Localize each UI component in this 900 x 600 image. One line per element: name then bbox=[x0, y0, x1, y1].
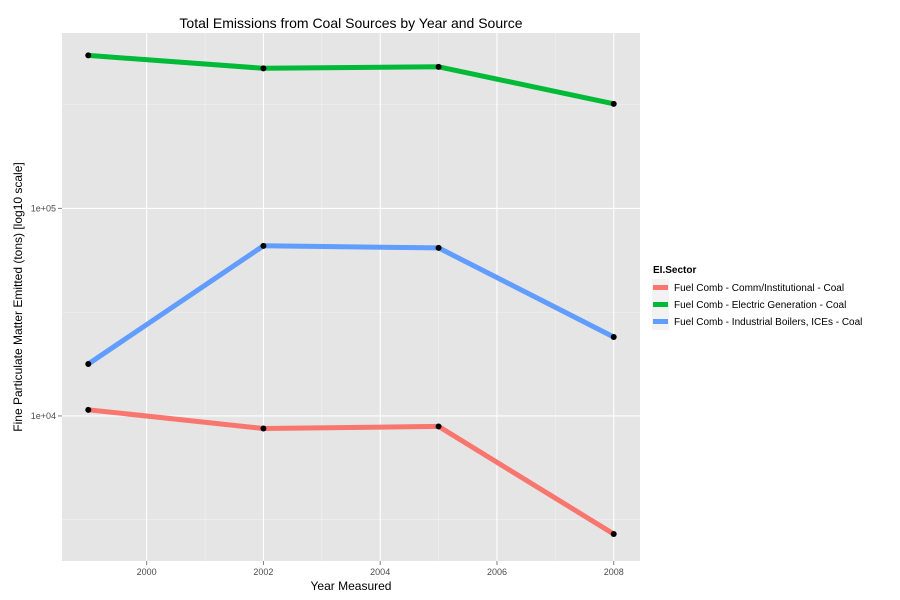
x-tick-label: 2002 bbox=[253, 567, 273, 577]
y-axis-title: Fine Particulate Matter Emitted (tons) [… bbox=[11, 162, 25, 431]
legend: EI.Sector Fuel Comb - Comm/Institutional… bbox=[652, 265, 862, 330]
series-line bbox=[88, 52, 615, 107]
data-point bbox=[435, 63, 442, 70]
data-point bbox=[435, 244, 442, 251]
series-points bbox=[85, 52, 617, 537]
data-point bbox=[610, 530, 617, 537]
chart-title: Total Emissions from Coal Sources by Yea… bbox=[179, 15, 522, 31]
x-tick-label: 2000 bbox=[137, 567, 157, 577]
legend-title: EI.Sector bbox=[653, 265, 696, 276]
x-axis-title: Year Measured bbox=[311, 579, 392, 593]
plot-panel bbox=[62, 33, 640, 561]
data-point bbox=[260, 242, 267, 249]
data-point bbox=[260, 65, 267, 72]
x-tick-label: 2008 bbox=[604, 567, 624, 577]
minor-gridlines bbox=[62, 33, 640, 561]
legend-label: Fuel Comb - Comm/Institutional - Coal bbox=[674, 283, 844, 294]
data-point bbox=[85, 52, 92, 59]
data-point bbox=[435, 423, 442, 430]
x-tick-label: 2006 bbox=[487, 567, 507, 577]
data-point bbox=[610, 334, 617, 341]
legend-label: Fuel Comb - Electric Generation - Coal bbox=[674, 300, 846, 311]
x-axis: 2000 2002 2004 2006 2008 bbox=[137, 561, 624, 577]
series-line bbox=[88, 407, 616, 537]
data-point bbox=[260, 425, 267, 432]
y-tick-label: 1e+05 bbox=[31, 203, 56, 213]
data-point bbox=[85, 406, 92, 413]
y-axis: 1e+04 1e+05 bbox=[31, 203, 62, 421]
y-tick-label: 1e+04 bbox=[31, 411, 56, 421]
series-line bbox=[86, 243, 615, 367]
data-point bbox=[85, 360, 92, 367]
legend-label: Fuel Comb - Industrial Boilers, ICEs - C… bbox=[674, 317, 862, 328]
x-tick-label: 2004 bbox=[370, 567, 390, 577]
series-lines bbox=[86, 52, 616, 537]
data-point bbox=[610, 100, 617, 107]
major-gridlines bbox=[62, 33, 640, 561]
